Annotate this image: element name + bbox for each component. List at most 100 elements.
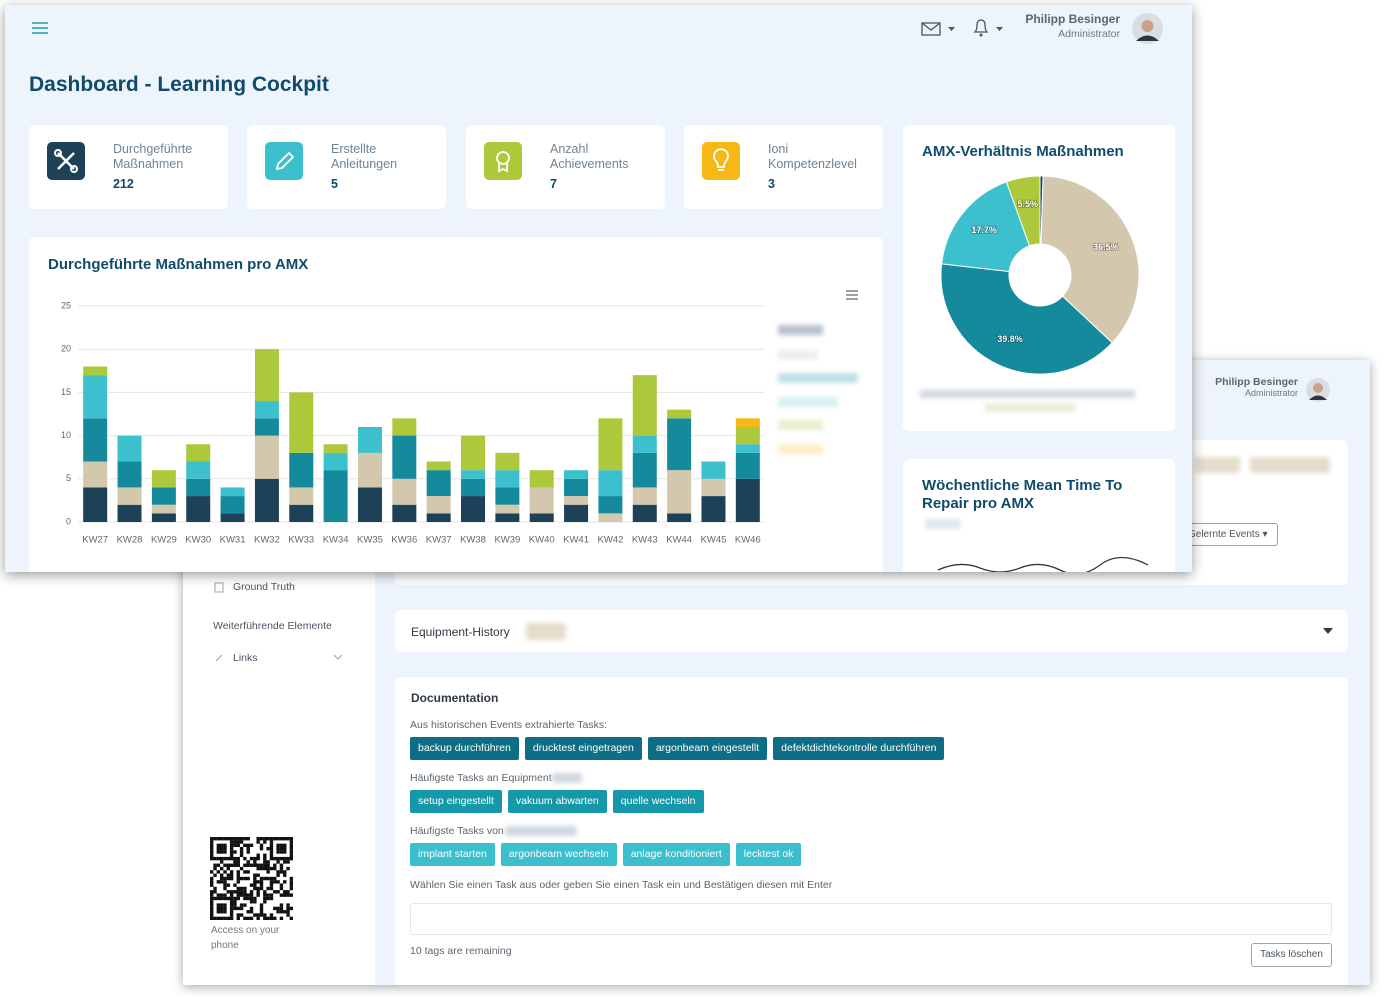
qr-cell <box>246 910 250 914</box>
qr-cell <box>229 896 234 901</box>
caret <box>1323 628 1333 634</box>
qr-cell <box>236 860 240 864</box>
qr-cell <box>236 893 240 897</box>
qr-cell <box>236 913 240 917</box>
user-name: Philipp Besinger <box>1215 376 1298 388</box>
events-button[interactable]: Gelernte Events ▾ <box>1183 523 1278 546</box>
qr-cell <box>253 856 257 861</box>
qr-cell <box>276 843 280 848</box>
qr-cell <box>253 873 257 877</box>
chevron <box>333 654 343 660</box>
qr-cell <box>286 910 290 914</box>
qr-cell <box>256 866 260 871</box>
qr-cell <box>229 910 234 914</box>
tag[interactable]: vakuum abwarten <box>507 790 607 813</box>
nav-item[interactable]: Links <box>233 652 258 664</box>
qr-cell <box>279 856 284 861</box>
qr-cell <box>229 906 234 911</box>
qr-cell <box>259 843 264 848</box>
card-title: Equipment-History <box>411 625 510 639</box>
qr-cell <box>229 916 234 920</box>
qr-cell <box>249 890 254 894</box>
qr-cell <box>256 873 260 877</box>
qr-cell <box>243 896 247 901</box>
qr-cell <box>236 916 240 920</box>
qr-cell <box>289 856 293 861</box>
avatar[interactable] <box>1306 378 1330 402</box>
tag[interactable]: defektdichtekontrolle durchführen <box>773 737 945 760</box>
qr-cell <box>263 853 267 857</box>
avatar[interactable] <box>1132 13 1163 44</box>
qr-cell <box>239 906 244 911</box>
qr-cell <box>219 916 224 920</box>
qr-cell <box>289 906 293 911</box>
nav-item[interactable]: Ground Truth <box>233 581 295 593</box>
qr-cell <box>239 893 244 897</box>
qr-cell <box>249 843 254 848</box>
qr-cell <box>263 837 267 841</box>
qr-cell <box>226 890 230 894</box>
tag[interactable]: anlage konditioniert <box>622 843 730 866</box>
blurred <box>925 519 961 529</box>
qr-cell <box>219 906 224 911</box>
qr-cell <box>243 916 247 920</box>
qr-cell <box>269 913 274 917</box>
qr-cell <box>233 837 237 841</box>
qr-cell <box>289 846 293 851</box>
label: Häufigste Tasks von <box>410 825 504 837</box>
qr-cell <box>276 856 280 861</box>
qr-cell <box>233 890 237 894</box>
qr-cell <box>273 916 277 920</box>
qr-cell <box>210 880 214 884</box>
tag[interactable]: argonbeam wechseln <box>500 843 617 866</box>
tag[interactable]: quelle wechseln <box>612 790 704 813</box>
task-input[interactable] <box>410 903 1332 935</box>
tag[interactable]: backup durchführen <box>410 737 519 760</box>
qr-cell <box>259 880 264 884</box>
qr-cell <box>226 876 230 881</box>
button-label: Gelernte Events <box>1188 529 1260 540</box>
qr-cell <box>263 840 267 844</box>
qr-cell <box>219 910 224 914</box>
equipment-history-card[interactable]: Equipment-History <box>395 610 1348 652</box>
qr-cell <box>269 880 274 884</box>
qr-cell <box>273 837 277 841</box>
chart-title: AMX-Verhältnis Maßnahmen <box>922 143 1124 160</box>
stat-card: Durchgeführte Maßnahmen 212 <box>29 125 228 209</box>
mail-icon[interactable] <box>921 20 959 38</box>
qr-cell <box>256 840 260 844</box>
qr-cell <box>216 893 221 897</box>
qr-cell <box>223 863 227 867</box>
qr-cell <box>259 846 264 851</box>
qr-cell <box>266 896 270 901</box>
tag[interactable]: implant starten <box>410 843 495 866</box>
bell-icon[interactable] <box>971 18 1007 38</box>
tag[interactable]: argonbeam eingestellt <box>647 737 768 760</box>
qr-cell <box>210 906 214 911</box>
qr-cell <box>229 873 234 877</box>
qr-cell <box>216 846 221 851</box>
tag[interactable]: lecktest ok <box>735 843 802 866</box>
qr-cell <box>229 903 234 907</box>
qr-cell <box>269 843 274 848</box>
qr-cell <box>259 910 264 914</box>
clear-button[interactable]: Tasks löschen <box>1251 943 1332 967</box>
qr-cell <box>249 883 254 887</box>
menu-icon[interactable] <box>32 21 49 35</box>
remaining: 10 tags are remaining <box>410 945 512 957</box>
qr-cell <box>253 913 257 917</box>
qr-cell <box>256 890 260 894</box>
qr-cell <box>269 837 274 841</box>
label: Häufigste Tasks an Equipment <box>410 772 552 784</box>
tag[interactable]: drucktest eingetragen <box>524 737 642 760</box>
qr-cell <box>210 853 214 857</box>
qr-cell <box>266 876 270 881</box>
qr-cell <box>279 863 284 867</box>
qr-code <box>210 837 293 920</box>
qr-cell <box>216 880 221 884</box>
stat-value: 7 <box>550 177 557 191</box>
qr-cell <box>219 873 224 877</box>
tag[interactable]: setup eingestellt <box>410 790 502 813</box>
qr-cell <box>243 843 247 848</box>
qr-cell <box>219 856 224 861</box>
